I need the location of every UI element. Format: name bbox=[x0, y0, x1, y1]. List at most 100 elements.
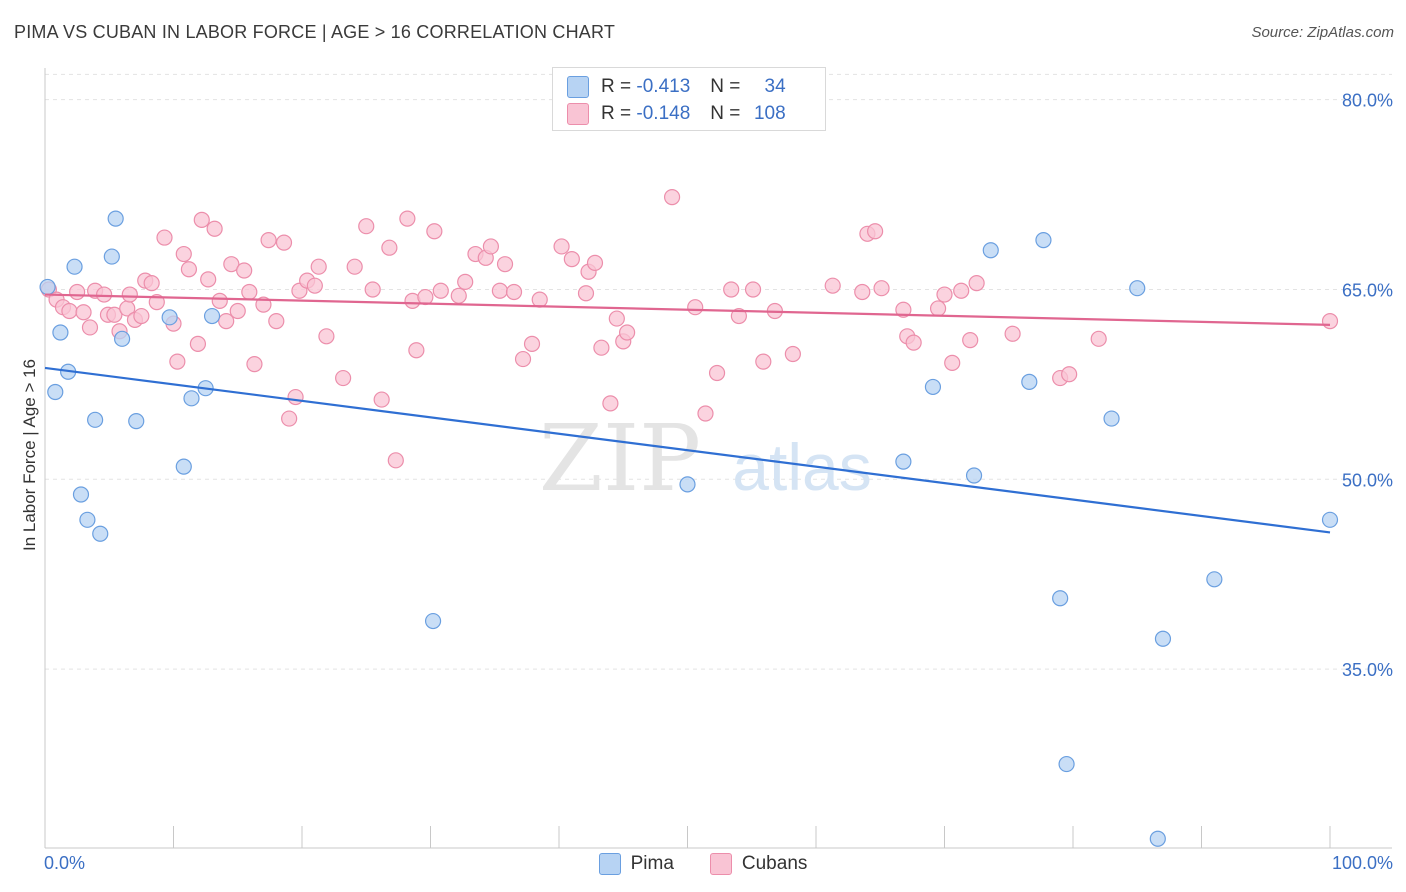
cubans-point-77 bbox=[608, 310, 625, 327]
y-tick-label-50: 50.0% bbox=[1342, 470, 1393, 490]
cubans-point-26 bbox=[200, 271, 217, 288]
watermark: ZIP atlas bbox=[539, 405, 872, 512]
watermark-atlas: atlas bbox=[732, 430, 871, 504]
pima-point-25 bbox=[1035, 232, 1052, 249]
cubans-point-52 bbox=[387, 452, 404, 469]
cubans-point-91 bbox=[854, 283, 871, 301]
legend-item-cubans[interactable]: Cubans bbox=[709, 851, 807, 877]
cubans-point-34 bbox=[246, 356, 263, 373]
pima-point-20 bbox=[895, 453, 912, 470]
cubans-point-59 bbox=[450, 287, 467, 304]
cubans-point-66 bbox=[505, 283, 523, 301]
pima-point-29 bbox=[1129, 280, 1146, 297]
pima-point-33 bbox=[1321, 511, 1339, 528]
pima-point-0 bbox=[39, 278, 56, 296]
pima-point-5 bbox=[72, 486, 90, 503]
cubans-point-83 bbox=[708, 364, 726, 382]
cubans-point-57 bbox=[426, 223, 443, 240]
legend-item-pima[interactable]: Pima bbox=[598, 851, 674, 877]
cubans-point-82 bbox=[697, 405, 714, 422]
cubans-point-72 bbox=[577, 285, 595, 302]
axes bbox=[44, 68, 1392, 849]
pima-point-4 bbox=[66, 258, 83, 275]
pima-point-2 bbox=[52, 324, 69, 341]
cubans-point-28 bbox=[211, 292, 228, 309]
cubans-point-50 bbox=[373, 391, 390, 408]
cubans-point-24 bbox=[189, 335, 207, 352]
cubans-point-18 bbox=[148, 294, 165, 311]
cubans-point-43 bbox=[306, 277, 323, 294]
cubans-point-107 bbox=[1090, 330, 1107, 347]
x-tick-label-100: 100.0% bbox=[1332, 853, 1393, 873]
legend-label-pima: Pima bbox=[630, 853, 674, 874]
cubans-point-86 bbox=[744, 281, 762, 298]
pima-point-17 bbox=[203, 307, 221, 325]
cubans-swatch bbox=[709, 853, 732, 875]
cubans-point-3 bbox=[61, 302, 78, 320]
cubans-trend-line bbox=[44, 293, 1331, 327]
cubans-point-15 bbox=[133, 307, 150, 325]
pima-points bbox=[39, 210, 1339, 847]
cubans-point-10 bbox=[106, 306, 123, 323]
chart-title: PIMA VS CUBAN IN LABOR FORCE | AGE > 16 … bbox=[14, 22, 616, 42]
cubans-point-19 bbox=[156, 229, 173, 246]
cubans-point-58 bbox=[432, 282, 449, 299]
cubans-point-49 bbox=[364, 281, 381, 298]
n-value: 34 bbox=[764, 76, 786, 97]
cubans-point-74 bbox=[586, 254, 604, 271]
cubans-point-100 bbox=[944, 354, 961, 371]
cubans-point-46 bbox=[335, 369, 352, 387]
r-value: -0.148 bbox=[636, 103, 691, 124]
pima-point-24 bbox=[1021, 373, 1038, 390]
cubans-point-87 bbox=[755, 353, 772, 370]
cubans-point-29 bbox=[218, 313, 235, 330]
tick-labels: 35.0% 50.0% 65.0% 80.0% 0.0% 100.0% bbox=[44, 91, 1393, 873]
cubans-point-69 bbox=[531, 291, 548, 308]
pima-point-1 bbox=[47, 383, 64, 401]
pima-point-6 bbox=[79, 511, 96, 528]
cubans-point-60 bbox=[457, 273, 474, 290]
y-axis-label: In Labor Force | Age > 16 bbox=[20, 358, 39, 552]
cubans-point-106 bbox=[1061, 366, 1078, 383]
stats-row-cubans: R = -0.148 N = 108 bbox=[567, 101, 786, 127]
cubans-point-21 bbox=[169, 353, 186, 370]
pima-point-28 bbox=[1103, 410, 1120, 427]
trend-lines bbox=[44, 293, 1331, 534]
n-label: N = bbox=[710, 103, 741, 124]
cubans-point-93 bbox=[867, 223, 884, 240]
cubans-point-4 bbox=[69, 283, 86, 301]
cubans-point-97 bbox=[905, 334, 922, 351]
cubans-point-44 bbox=[310, 258, 327, 275]
pima-point-9 bbox=[103, 248, 120, 265]
pima-point-23 bbox=[982, 242, 999, 259]
pima-point-18 bbox=[424, 612, 442, 630]
pima-point-8 bbox=[92, 525, 109, 542]
n-value: 108 bbox=[753, 103, 786, 124]
pima-point-30 bbox=[1149, 830, 1166, 847]
cubans-point-85 bbox=[730, 307, 748, 325]
pima-point-31 bbox=[1154, 630, 1172, 647]
pima-point-11 bbox=[113, 330, 131, 347]
cubans-point-33 bbox=[241, 283, 258, 301]
cubans-point-64 bbox=[491, 282, 508, 299]
cubans-point-70 bbox=[553, 238, 570, 255]
series-legend: Pima Cubans bbox=[0, 851, 1406, 877]
cubans-swatch bbox=[567, 103, 589, 125]
y-tick-label-35: 35.0% bbox=[1342, 660, 1393, 680]
cubans-point-102 bbox=[962, 331, 979, 349]
cubans-point-95 bbox=[895, 301, 912, 318]
cubans-point-68 bbox=[523, 335, 541, 352]
pima-point-7 bbox=[87, 411, 104, 428]
cubans-point-40 bbox=[287, 388, 304, 406]
cubans-point-80 bbox=[663, 188, 681, 206]
cubans-point-103 bbox=[968, 275, 985, 292]
cubans-point-76 bbox=[602, 395, 619, 412]
cubans-point-90 bbox=[824, 277, 841, 294]
stats-legend: R = -0.413 N = 34 R = -0.148 N = 108 bbox=[552, 67, 826, 131]
cubans-point-94 bbox=[873, 280, 890, 297]
cubans-point-65 bbox=[496, 256, 514, 273]
cubans-point-47 bbox=[346, 258, 363, 275]
pima-point-12 bbox=[128, 412, 145, 430]
watermark-zip: ZIP bbox=[539, 405, 701, 512]
